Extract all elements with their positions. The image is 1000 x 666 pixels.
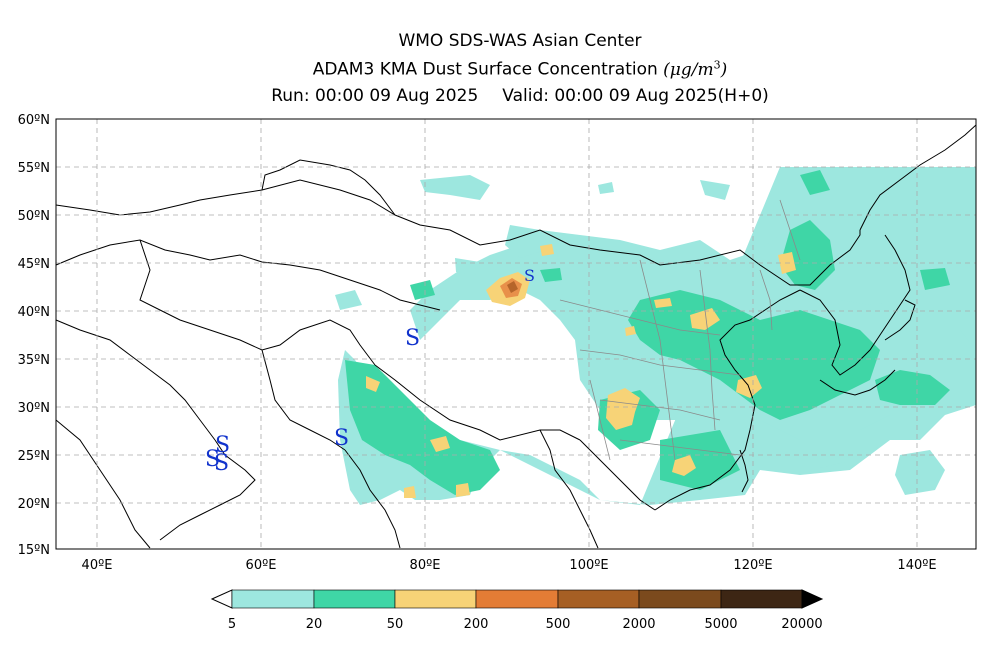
grid-lines	[56, 119, 976, 549]
lon-label: 120ºE	[733, 558, 772, 573]
colorbar-low-arrow	[210, 589, 233, 609]
colorbar-label: 200	[464, 617, 489, 632]
storm-symbol: S	[524, 266, 535, 285]
run-valid-line: Run: 00:00 09 Aug 2025 Valid: 00:00 09 Au…	[0, 86, 1000, 106]
dust-field-level2	[345, 170, 950, 495]
colorbar-segment	[394, 589, 477, 609]
lat-label: 40ºN	[18, 305, 50, 320]
dust-storm-symbols: S S S S S S	[205, 266, 535, 476]
lat-label: 55ºN	[18, 161, 50, 176]
colorbar-label: 20000	[781, 617, 822, 632]
colorbar-label: 20	[306, 617, 323, 632]
country-boundaries	[55, 124, 977, 549]
lon-label: 60ºE	[246, 558, 277, 573]
lat-label: 20ºN	[18, 497, 50, 512]
run-time: Run: 00:00 09 Aug 2025	[271, 86, 479, 106]
colorbar-label: 50	[387, 617, 404, 632]
dust-field-level5	[507, 281, 518, 293]
subtitle-text: ADAM3 KMA Dust Surface Concentration	[312, 59, 664, 80]
storm-symbol: S	[215, 433, 230, 458]
lat-label: 60ºN	[18, 113, 50, 128]
chart-title: WMO SDS-WAS Asian Center	[398, 31, 642, 51]
lat-label: 15ºN	[18, 543, 50, 558]
storm-symbol: S	[405, 326, 420, 351]
colorbar-segment	[313, 589, 396, 609]
colorbar-segment	[720, 589, 803, 609]
latitude-labels: 60ºN 55ºN 50ºN 45ºN 40ºN 35ºN 30ºN 25ºN …	[18, 113, 50, 558]
colorbar-label: 500	[546, 617, 571, 632]
colorbar-label: 5000	[704, 617, 737, 632]
lon-label: 40ºE	[82, 558, 113, 573]
lat-label: 50ºN	[18, 209, 50, 224]
province-boundaries	[559, 199, 801, 461]
storm-symbol: S	[334, 426, 349, 451]
chart-subtitle: ADAM3 KMA Dust Surface Concentration (μg…	[0, 58, 1000, 80]
colorbar-label: 2000	[622, 617, 655, 632]
lon-label: 100ºE	[569, 558, 608, 573]
colorbar-segment	[475, 589, 559, 609]
lon-label: 80ºE	[410, 558, 441, 573]
unit-label: (μg/m3)	[663, 58, 728, 80]
map-frame	[55, 118, 977, 550]
colorbar-segment	[231, 589, 315, 609]
lat-label: 30ºN	[18, 401, 50, 416]
longitude-labels: 40ºE 60ºE 80ºE 100ºE 120ºE 140ºE	[82, 558, 937, 573]
colorbar: 5 20 50 200 500 2000 5000 20000	[210, 589, 824, 632]
colorbar-label: 5	[228, 617, 236, 632]
colorbar-segment	[638, 589, 722, 609]
lat-label: 25ºN	[18, 449, 50, 464]
valid-time: Valid: 00:00 09 Aug 2025(H+0)	[502, 86, 769, 106]
colorbar-high-arrow	[801, 589, 824, 609]
lat-label: 35ºN	[18, 353, 50, 368]
storm-symbol: S	[214, 451, 229, 476]
storm-symbol: S	[205, 447, 220, 472]
lat-label: 45ºN	[18, 257, 50, 272]
lon-label: 140ºE	[897, 558, 936, 573]
colorbar-segment	[557, 589, 640, 609]
